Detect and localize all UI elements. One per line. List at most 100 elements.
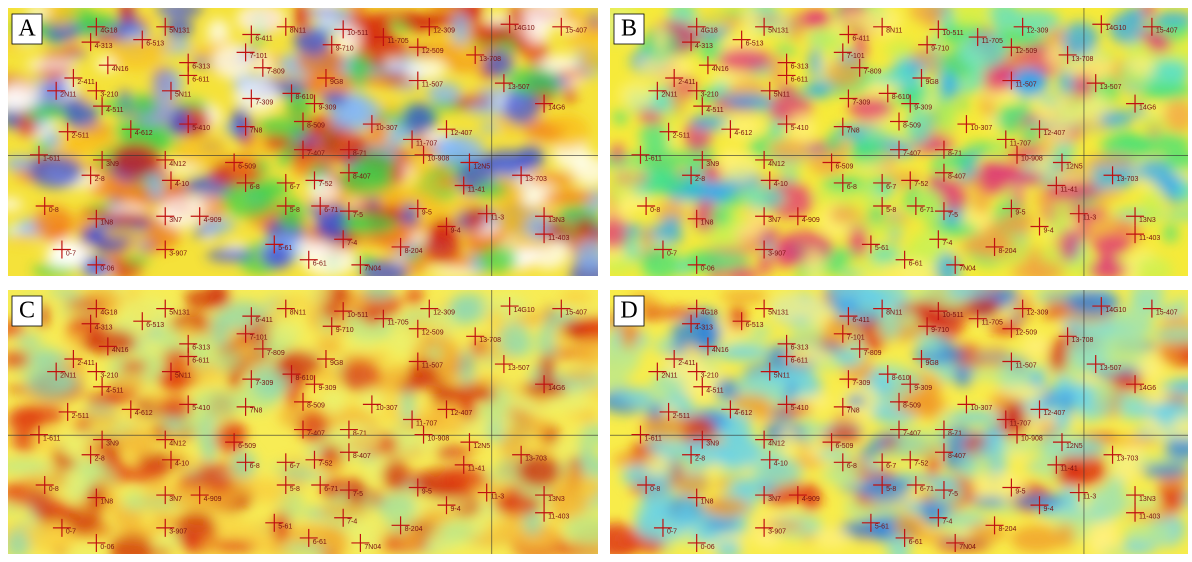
heatmap-blob (808, 192, 859, 201)
well-label: 8-509 (903, 122, 921, 129)
heatmap-blob (802, 417, 815, 445)
well-label: 0-06 (701, 544, 715, 551)
well-label: 12-309 (433, 28, 455, 35)
well-label: 12-309 (433, 309, 455, 316)
well-label: 2-511 (673, 133, 690, 140)
heatmap-blob (234, 476, 271, 496)
well-label: 7-101 (250, 53, 268, 60)
heatmap-blob (915, 189, 946, 220)
heatmap-blob (403, 202, 419, 226)
well-label: 7-52 (318, 461, 332, 468)
well-label: 7N8 (847, 408, 860, 415)
heatmap-blob (64, 101, 98, 130)
well-label: 5-8 (290, 207, 300, 214)
heatmap-blob (280, 472, 329, 480)
heatmap-blob (1054, 404, 1070, 434)
well-label: 10-908 (1021, 156, 1043, 163)
well-label: 2-411 (678, 79, 695, 86)
well-label: 5-8 (886, 207, 896, 214)
well-label: 12N5 (473, 443, 490, 450)
heatmap-blob (342, 213, 397, 234)
heatmap-blob (853, 162, 895, 172)
heatmap-blob (434, 445, 473, 458)
well-label: 4G18 (701, 28, 718, 35)
heatmap-blob (620, 200, 653, 210)
well-label: 4-313 (95, 43, 113, 50)
heatmap-blob (231, 106, 251, 140)
well-label: 6-611 (192, 76, 209, 83)
well-label: 11-403 (548, 235, 569, 242)
well-label: 8N11 (290, 28, 306, 35)
heatmap-blob (104, 226, 139, 238)
well-label: 13-703 (1117, 456, 1139, 463)
well-label: 10-307 (970, 405, 992, 412)
well-label: 4-511 (706, 107, 723, 114)
well-label: 0-7 (66, 529, 76, 536)
heatmap-blob (992, 461, 1006, 472)
well-label: 9-4 (1044, 506, 1054, 513)
heatmap-blob (574, 240, 607, 271)
well-label: 7-407 (903, 151, 921, 158)
well-label: 11-507 (1015, 81, 1036, 88)
heatmap-blob (465, 207, 487, 230)
well-label: 4N12 (169, 440, 186, 447)
heatmap-blob (1, 351, 29, 368)
heatmap-blob (26, 58, 78, 70)
well-label: 11-705 (387, 38, 408, 45)
well-label: 7-4 (942, 240, 952, 247)
well-label: 6-611 (791, 76, 808, 83)
well-label: 11-507 (422, 81, 443, 88)
well-label: 9-710 (336, 327, 354, 334)
well-label: 2-511 (673, 413, 690, 420)
heatmap-blob (468, 525, 488, 536)
well-label: 7-407 (307, 151, 325, 158)
well-label: 1N8 (701, 498, 714, 505)
well-label: 6-61 (313, 539, 327, 546)
heatmap-blob (271, 321, 303, 341)
well-label: 4-511 (706, 388, 723, 395)
well-label: 10-908 (428, 435, 450, 442)
well-label: 5-410 (192, 405, 210, 412)
heatmap-blob (896, 58, 910, 80)
heatmap-blob (578, 47, 610, 71)
heatmap-blob (49, 378, 81, 387)
well-label: 9-309 (914, 104, 932, 111)
well-label: 6-7 (290, 463, 300, 470)
well-label: 6-71 (920, 486, 934, 493)
well-label: 6-8 (250, 463, 260, 470)
well-label: 11-403 (1139, 235, 1160, 242)
heatmap-blob (858, 264, 886, 274)
well-label: 4-511 (106, 107, 123, 114)
well-label: 9-309 (914, 385, 932, 392)
heatmap-blob (904, 303, 939, 315)
well-label: 11-3 (491, 493, 505, 500)
well-label: 14G10 (514, 25, 535, 32)
heatmap-blob (978, 160, 1011, 195)
heatmap-blob (28, 353, 70, 366)
heatmap-blob (533, 393, 548, 405)
heatmap-blob (610, 144, 626, 163)
heatmap-blob (429, 268, 478, 277)
well-label: 7N04 (364, 266, 381, 273)
well-label: 5N11 (774, 372, 790, 379)
well-label: 7-4 (942, 519, 952, 526)
well-label: 2-411 (678, 360, 695, 367)
well-label: 8-509 (903, 403, 921, 410)
well-label: 13-708 (1072, 56, 1094, 63)
well-label: 15-407 (565, 28, 587, 35)
heatmap-blob (421, 3, 456, 12)
heatmap-blob (553, 443, 578, 453)
heatmap-blob (1124, 522, 1174, 545)
heatmap-blob (846, 395, 866, 408)
heatmap-blob (5, 234, 39, 244)
well-label: 4-612 (135, 410, 153, 417)
heatmap-blob (1061, 22, 1098, 56)
well-label: 9G8 (330, 360, 343, 367)
well-label: 5-8 (290, 486, 300, 493)
heatmap-blob (999, 104, 1021, 135)
well-label: 4-313 (95, 325, 113, 332)
well-label: 12-509 (1015, 330, 1037, 337)
heatmap-blob (1052, 237, 1065, 246)
well-label: 7-407 (903, 430, 921, 437)
well-label: 0-7 (667, 529, 677, 536)
